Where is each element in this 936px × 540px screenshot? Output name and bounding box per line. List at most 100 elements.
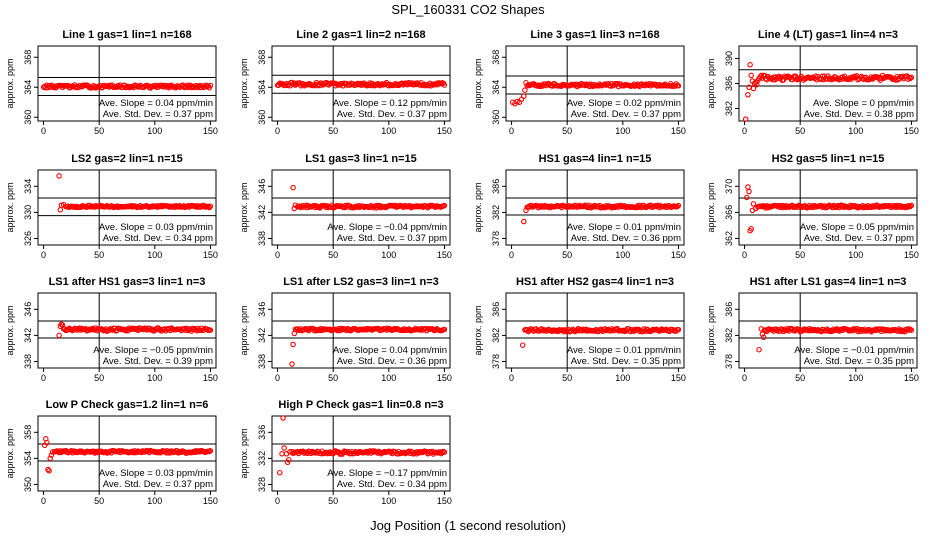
stddev-annotation: Ave. Std. Dev. = 0.36 ppm [337,356,447,367]
slope-annotation: Ave. Slope = 0.01 ppm/min [567,345,681,356]
y-tick-label: 354 [23,451,33,466]
y-tick-label: 386 [724,76,734,91]
y-tick-label: 378 [724,354,734,369]
data-point [279,451,285,457]
plot-frame [37,292,217,369]
data-point [47,455,53,462]
chart-panel-5: LS2 gas=2 lin=1 n=15 0 50 100 150 326 330 334 ap… [5,153,218,260]
x-tick-label: 100 [615,373,630,383]
x-tick-label: 0 [275,496,280,506]
data-series [40,82,214,91]
x-tick-label: 50 [328,496,338,506]
chart-panel-14: High P Check gas=1 lin=0.8 n=3 0 50 100 150 3… [239,399,452,506]
stddev-annotation: Ave. Std. Dev. = 0.37 ppm [337,233,447,244]
data-series [756,325,915,353]
chart-panel-6: LS1 gas=3 lin=1 n=15 0 50 100 150 338 342 346 ap… [239,153,452,260]
data-point [742,116,749,122]
plot-frame [271,169,451,246]
plot-frame [37,169,217,246]
data-point [88,326,95,333]
data-series [744,184,915,234]
data-point [675,83,682,89]
y-axis-label: approx. ppm [473,305,483,355]
slope-annotation: Ave. Slope = 0.02 ppm/min [567,98,681,109]
panel-title: HS1 after LS1 gas=4 lin=1 n=3 [750,276,907,288]
x-tick-label: 50 [795,126,805,136]
x-tick-label: 50 [795,250,805,260]
data-point [758,72,765,79]
y-tick-label: 360 [23,110,33,125]
x-tick-label: 0 [41,373,46,383]
plot-frame [505,169,685,246]
stddev-annotation: Ave. Std. Dev. = 0.37 ppm [103,479,213,490]
y-tick-label: 366 [724,205,734,220]
x-tick-label: 150 [671,126,686,136]
data-point [761,72,768,79]
x-tick-label: 50 [328,373,338,383]
y-axis-label: approx. ppm [473,58,483,108]
y-tick-label: 386 [491,302,501,317]
y-tick-label: 382 [491,205,501,220]
x-tick-label: 100 [381,496,396,506]
slope-annotation: Ave. Slope = 0.04 ppm/min [333,345,447,356]
y-tick-label: 364 [23,80,33,95]
slope-annotation: Ave. Slope = −0.05 ppm/min [93,345,213,356]
x-tick-label: 0 [509,250,514,260]
data-point [48,452,55,458]
data-series [274,79,448,89]
x-tick-label: 0 [41,126,46,136]
data-series [742,62,915,122]
data-point [441,202,448,209]
plot-frame [271,415,451,492]
x-tick-label: 150 [203,496,218,506]
y-tick-label: 350 [23,477,33,492]
data-point [44,439,50,446]
y-tick-label: 364 [491,80,501,95]
x-tick-label: 50 [94,496,104,506]
y-tick-label: 390 [724,51,734,66]
data-point [207,448,214,454]
data-point [536,83,543,90]
data-point [907,326,914,332]
y-tick-label: 370 [724,179,734,194]
x-tick-label: 150 [904,373,919,383]
chart-panel-11: HS1 after HS2 gas=4 lin=1 n=3 0 50 100 150 37… [473,276,686,383]
chart-panel-8: HS2 gas=5 lin=1 n=15 0 50 100 150 362 366 370 ap… [706,153,919,260]
y-tick-label: 364 [257,80,267,95]
slope-annotation: Ave. Slope = −0.01 ppm/min [794,345,914,356]
y-tick-label: 386 [491,179,501,194]
data-point [908,74,915,81]
data-point [521,218,527,225]
y-axis-label: approx. ppm [706,305,716,355]
data-point [289,361,295,367]
data-point [441,326,448,333]
plot-frame [738,169,918,246]
x-tick-label: 150 [437,373,452,383]
data-point [441,82,448,88]
panel-title: Low P Check gas=1.2 lin=1 n=6 [46,399,209,411]
data-point [907,203,914,210]
x-tick-label: 100 [848,126,863,136]
data-point [56,332,62,339]
plot-frame [505,292,685,369]
y-tick-label: 368 [257,50,267,65]
panel-title: Line 3 gas=1 lin=3 n=168 [530,29,659,41]
data-point [207,327,214,333]
chart-panel-12: HS1 after LS1 gas=4 lin=1 n=3 0 50 100 150 37… [706,276,919,383]
data-point [99,326,106,333]
data-point [207,82,214,89]
y-axis-label: approx. ppm [239,182,249,232]
data-point [50,84,57,91]
x-tick-label: 100 [615,250,630,260]
y-axis-label: approx. ppm [5,428,15,478]
y-tick-label: 338 [257,354,267,369]
data-point [393,82,400,89]
slope-annotation: Ave. Slope = 0.12 ppm/min [333,98,447,109]
data-point [908,202,915,209]
data-point [774,327,780,334]
data-point [439,449,445,456]
data-point [819,73,826,79]
chart-panel-3: Line 3 gas=1 lin=3 n=168 0 50 100 150 360 364 3… [473,29,686,136]
data-series [56,173,214,213]
panel-title: Line 4 (LT) gas=1 lin=4 n=3 [758,29,898,41]
